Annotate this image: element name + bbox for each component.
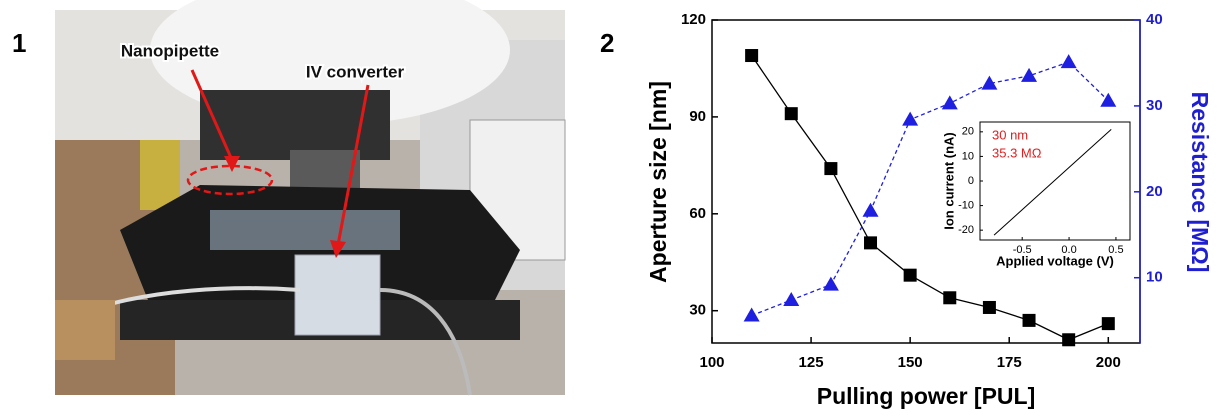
triangle-marker (902, 111, 919, 126)
inset-y-title: Ion current (nA) (941, 132, 956, 230)
triangle-marker (822, 276, 839, 291)
y-tick-label: -10 (958, 199, 974, 211)
x-tick-label: 0.5 (1108, 244, 1123, 256)
y2-tick-label: 40 (1146, 11, 1163, 28)
triangle-marker (1021, 67, 1038, 82)
y-axis-title: Aperture size [nm] (645, 81, 671, 283)
x-tick-label: 175 (997, 354, 1022, 371)
y-tick-label: 30 (689, 302, 706, 319)
inset-x-title: Applied voltage (V) (996, 253, 1114, 268)
photo-annotation: IV converter (306, 62, 405, 81)
x-tick-label: -0.5 (1013, 244, 1032, 256)
square-marker (864, 236, 878, 250)
series-line (751, 55, 1109, 341)
square-marker (1022, 313, 1036, 327)
square-marker (903, 268, 917, 282)
y2-axis-title: Resistance [MΩ] (1187, 92, 1213, 273)
square-marker (745, 49, 759, 63)
triangle-marker (1100, 92, 1117, 107)
x-tick-label: 150 (898, 354, 923, 371)
y-tick-label: 0 (968, 175, 974, 187)
x-tick-label: 200 (1096, 354, 1121, 371)
inset-annotation: 35.3 MΩ (992, 145, 1042, 160)
photo-annotation: Nanopipette (121, 41, 219, 60)
triangle-marker (862, 202, 879, 217)
panel-label: 2 (600, 28, 614, 58)
x-tick-label: 0.0 (1061, 244, 1076, 256)
square-marker (1062, 333, 1076, 347)
x-axis-title: Pulling power [PUL] (817, 383, 1036, 409)
photo: Nanopipette IV converter (55, 0, 566, 396)
x-tick-label: 100 (699, 354, 724, 371)
panel-label: 1 (12, 28, 26, 58)
triangle-marker (743, 307, 760, 322)
triangle-marker (941, 95, 958, 110)
y-tick-label: -20 (958, 224, 974, 236)
y2-tick-label: 10 (1146, 269, 1163, 286)
square-marker (982, 300, 996, 314)
square-marker (1101, 317, 1115, 331)
square-marker (824, 162, 838, 176)
y-tick-label: 120 (681, 11, 706, 28)
triangle-marker (1060, 54, 1077, 69)
inset-annotation: 30 nm (992, 127, 1028, 142)
triangle-marker (783, 292, 800, 307)
y-tick-label: 10 (962, 150, 974, 162)
series-line (751, 61, 1109, 317)
y-tick-label: 60 (689, 205, 706, 222)
triangle-marker (981, 75, 998, 90)
plot-frame (979, 121, 1131, 241)
square-marker (943, 291, 957, 305)
series-line (993, 129, 1112, 236)
y2-tick-label: 30 (1146, 97, 1163, 114)
x-tick-label: 125 (799, 354, 824, 371)
y-tick-label: 90 (689, 108, 706, 125)
y-tick-label: 20 (962, 126, 974, 138)
y2-tick-label: 20 (1146, 183, 1163, 200)
square-marker (784, 107, 798, 121)
